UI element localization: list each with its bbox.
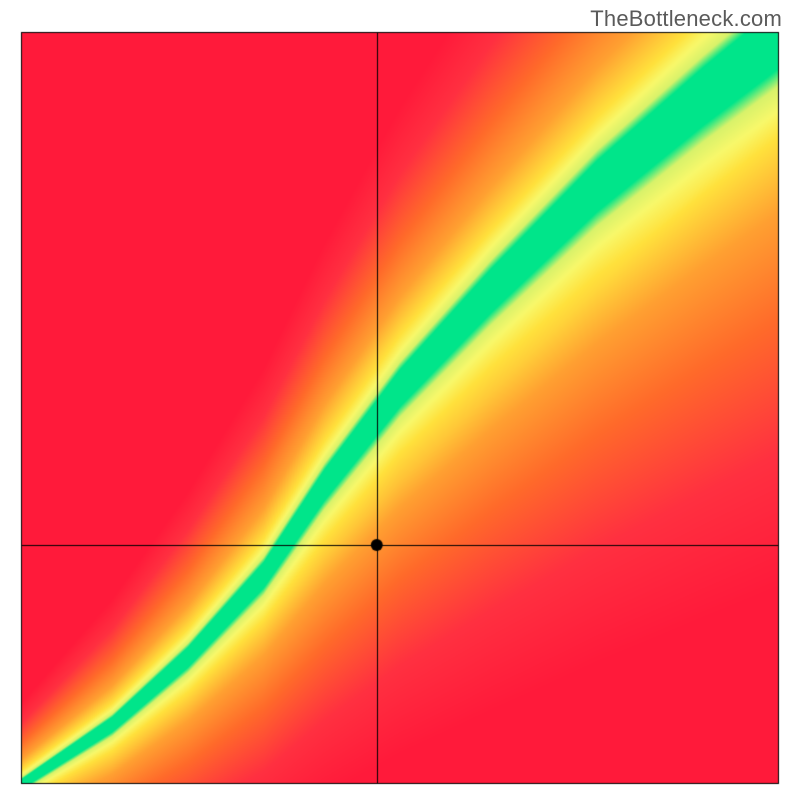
watermark-text: TheBottleneck.com: [590, 6, 782, 32]
chart-container: TheBottleneck.com: [0, 0, 800, 800]
heatmap-canvas: [0, 0, 800, 800]
